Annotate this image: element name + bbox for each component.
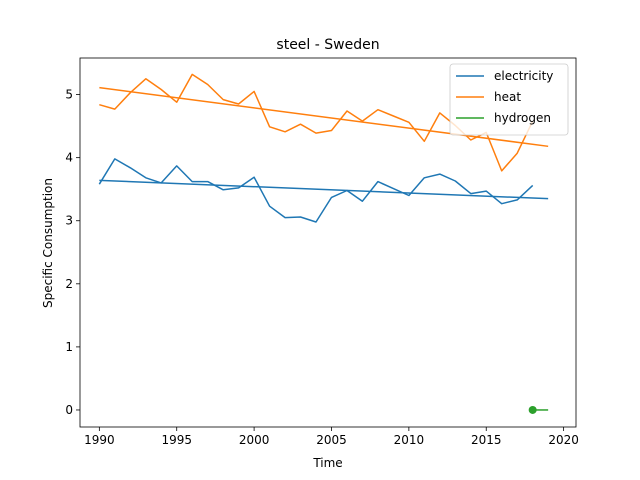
- x-axis-label: Time: [312, 456, 342, 470]
- y-tick-label: 5: [65, 88, 73, 102]
- trend-line-heat: [99, 86, 549, 148]
- legend-label-hydrogen: hydrogen: [494, 111, 551, 125]
- plot-area: [79, 57, 577, 428]
- y-tick-label: 3: [65, 214, 73, 228]
- legend-label-electricity: electricity: [494, 69, 553, 83]
- chart-title: steel - Sweden: [276, 37, 379, 53]
- legend-label-heat: heat: [494, 90, 521, 104]
- y-tick-label: 2: [65, 277, 73, 291]
- y-tick-label: 1: [65, 340, 73, 354]
- x-tick-label: 1995: [161, 433, 192, 447]
- axis-ticks: 1990 1995 2000 2005 2010 2015 2020 0 1 2 3 4 5: [65, 88, 579, 447]
- series-line-electricity: [98, 158, 534, 223]
- x-tick-label: 2020: [548, 433, 579, 447]
- x-tick-label: 2015: [471, 433, 502, 447]
- y-tick-label: 0: [65, 403, 73, 417]
- y-axis-label: Specific Consumption: [41, 178, 55, 308]
- x-tick-label: 1990: [84, 433, 115, 447]
- y-tick-label: 4: [65, 151, 73, 165]
- x-tick-label: 2000: [239, 433, 270, 447]
- trend-line-electricity: [99, 179, 549, 200]
- x-tick-label: 2010: [394, 433, 425, 447]
- legend: electricity heat hydrogen: [449, 63, 569, 136]
- axes-frame: [79, 57, 577, 428]
- x-tick-label: 2005: [316, 433, 347, 447]
